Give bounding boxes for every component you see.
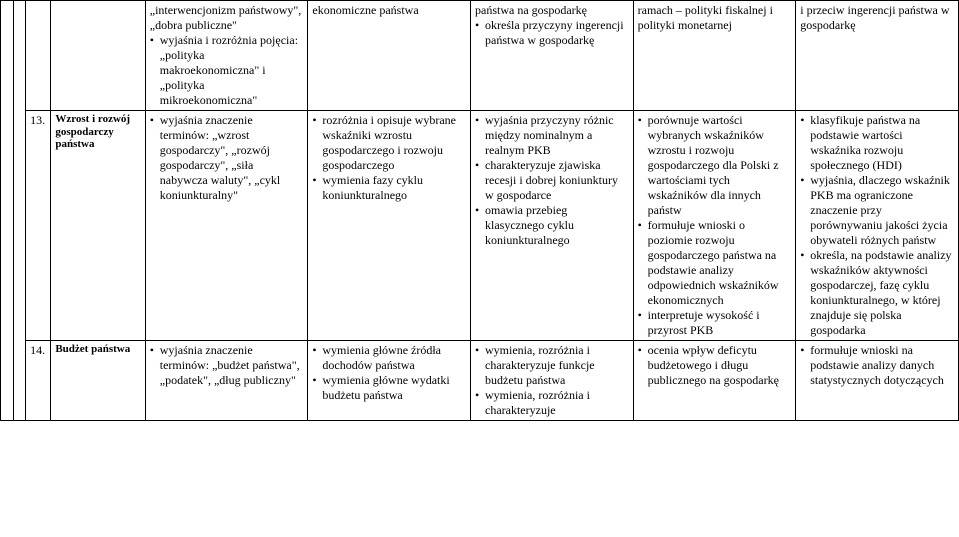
- bullet-item: porównuje wartości wybranych wskaźników …: [638, 113, 792, 218]
- content-cell: ramach – polityki fiskalnej i polityki m…: [633, 1, 796, 111]
- cell-prefix: „interwencjonizm państwowy", „dobra publ…: [150, 3, 304, 33]
- content-cell: „interwencjonizm państwowy", „dobra publ…: [145, 1, 308, 111]
- content-cell: wymienia główne źródła dochodów państwaw…: [308, 341, 471, 421]
- bullet-item: określa przyczyny ingerencji państwa w g…: [475, 18, 629, 48]
- content-cell: formułuje wnioski na podstawie analizy d…: [796, 341, 959, 421]
- bullet-item: formułuje wnioski o poziomie rozwoju gos…: [638, 218, 792, 308]
- content-cell: wyjaśnia przyczyny różnic między nominal…: [471, 111, 634, 341]
- content-cell: państwa na gospodarkęokreśla przyczyny i…: [471, 1, 634, 111]
- content-cell: wyjaśnia znaczenie terminów: „budżet pań…: [145, 341, 308, 421]
- bullet-item: klasyfikuje państwa na podstawie wartośc…: [800, 113, 954, 173]
- bullet-item: wymienia główne źródła dochodów państwa: [312, 343, 466, 373]
- bullet-list: wyjaśnia znaczenie terminów: „wzrost gos…: [150, 113, 304, 203]
- bullet-item: określa, na podstawie analizy wskaźników…: [800, 248, 954, 338]
- bullet-item: formułuje wnioski na podstawie analizy d…: [800, 343, 954, 388]
- spacer-cell: [13, 1, 26, 421]
- bullet-item: wymienia fazy cyklu koniunkturalnego: [312, 173, 466, 203]
- bullet-item: charakteryzuje zjawiska recesji i dobrej…: [475, 158, 629, 203]
- cell-prefix: i przeciw ingerencji państwa w gospodark…: [800, 3, 954, 33]
- bullet-list: wymienia główne źródła dochodów państwaw…: [312, 343, 466, 403]
- bullet-item: wymienia główne wydatki budżetu państwa: [312, 373, 466, 403]
- bullet-list: wyjaśnia znaczenie terminów: „budżet pań…: [150, 343, 304, 388]
- bullet-list: wyjaśnia i rozróżnia pojęcia: „polityka …: [150, 33, 304, 108]
- bullet-item: wyjaśnia znaczenie terminów: „wzrost gos…: [150, 113, 304, 203]
- bullet-list: rozróżnia i opisuje wybrane wskaźniki wz…: [312, 113, 466, 203]
- table-row: „interwencjonizm państwowy", „dobra publ…: [1, 1, 959, 111]
- row-number: 13.: [26, 111, 51, 341]
- bullet-list: określa przyczyny ingerencji państwa w g…: [475, 18, 629, 48]
- bullet-item: wyjaśnia znaczenie terminów: „budżet pań…: [150, 343, 304, 388]
- table-row: 14.Budżet państwawyjaśnia znaczenie term…: [1, 341, 959, 421]
- content-cell: klasyfikuje państwa na podstawie wartośc…: [796, 111, 959, 341]
- bullet-list: ocenia wpływ deficytu budżetowego i dług…: [638, 343, 792, 388]
- bullet-item: wyjaśnia i rozróżnia pojęcia: „polityka …: [150, 33, 304, 108]
- content-cell: ekonomiczne państwa: [308, 1, 471, 111]
- content-cell: rozróżnia i opisuje wybrane wskaźniki wz…: [308, 111, 471, 341]
- bullet-item: rozróżnia i opisuje wybrane wskaźniki wz…: [312, 113, 466, 173]
- bullet-item: interpretuje wysokość i przyrost PKB: [638, 308, 792, 338]
- bullet-list: wyjaśnia przyczyny różnic między nominal…: [475, 113, 629, 248]
- bullet-list: formułuje wnioski na podstawie analizy d…: [800, 343, 954, 388]
- cell-prefix: ramach – polityki fiskalnej i polityki m…: [638, 3, 792, 33]
- bullet-item: ocenia wpływ deficytu budżetowego i dług…: [638, 343, 792, 388]
- table-row: 13.Wzrost i rozwój gospodarczy państwawy…: [1, 111, 959, 341]
- bullet-list: klasyfikuje państwa na podstawie wartośc…: [800, 113, 954, 338]
- bullet-item: wymienia, rozróżnia i charakteryzuje fun…: [475, 343, 629, 388]
- row-label: Wzrost i rozwój gospodarczy państwa: [51, 111, 145, 341]
- row-number: 14.: [26, 341, 51, 421]
- row-label: Budżet państwa: [51, 341, 145, 421]
- bullet-item: wyjaśnia, dlaczego wskaźnik PKB ma ogran…: [800, 173, 954, 248]
- row-number: [26, 1, 51, 111]
- bullet-item: wymienia, rozróżnia i charakteryzuje: [475, 388, 629, 418]
- content-cell: wyjaśnia znaczenie terminów: „wzrost gos…: [145, 111, 308, 341]
- row-label: [51, 1, 145, 111]
- bullet-item: wyjaśnia przyczyny różnic między nominal…: [475, 113, 629, 158]
- content-cell: porównuje wartości wybranych wskaźników …: [633, 111, 796, 341]
- cell-prefix: państwa na gospodarkę: [475, 3, 629, 18]
- bullet-item: omawia przebieg klasycznego cyklu koniun…: [475, 203, 629, 248]
- bullet-list: wymienia, rozróżnia i charakteryzuje fun…: [475, 343, 629, 418]
- content-cell: ocenia wpływ deficytu budżetowego i dług…: [633, 341, 796, 421]
- content-cell: i przeciw ingerencji państwa w gospodark…: [796, 1, 959, 111]
- bullet-list: porównuje wartości wybranych wskaźników …: [638, 113, 792, 338]
- cell-prefix: ekonomiczne państwa: [312, 3, 466, 18]
- spacer-cell: [1, 1, 14, 421]
- requirements-table: „interwencjonizm państwowy", „dobra publ…: [0, 0, 959, 421]
- content-cell: wymienia, rozróżnia i charakteryzuje fun…: [471, 341, 634, 421]
